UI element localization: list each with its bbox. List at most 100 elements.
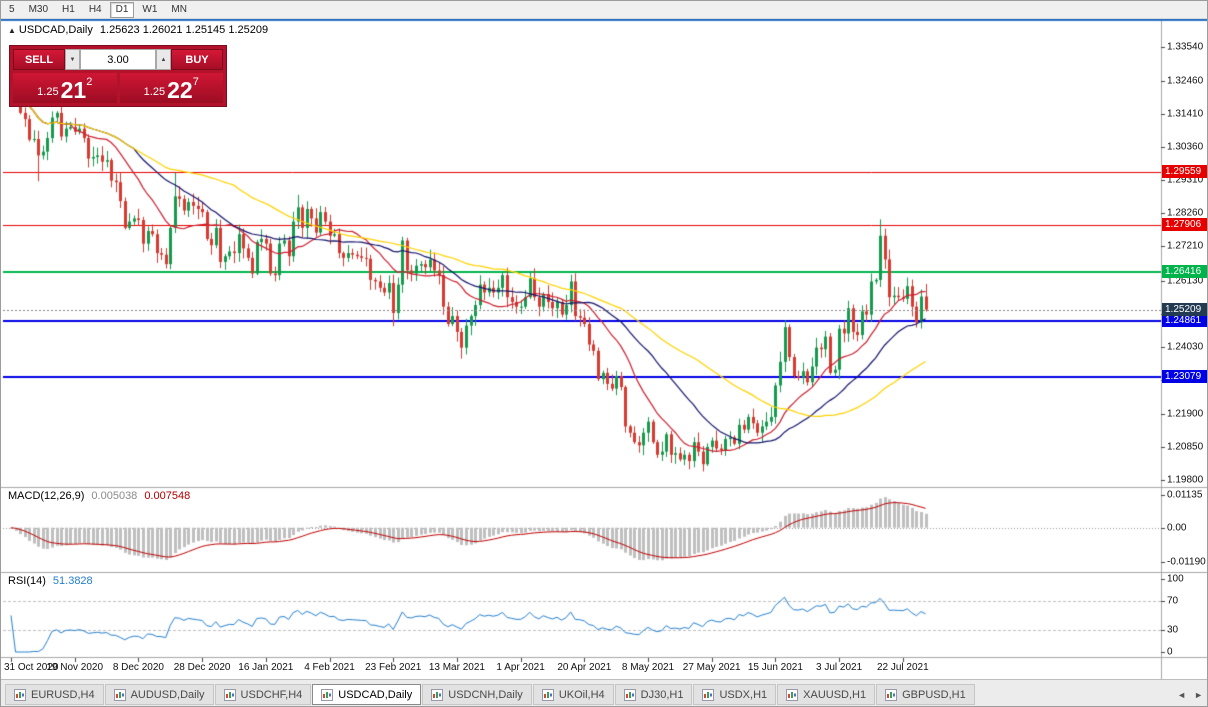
chart-tab-usdchf-h4[interactable]: USDCHF,H4 bbox=[214, 684, 312, 705]
date-axis-label: 16 Jan 2021 bbox=[238, 662, 294, 673]
chart-collapse-icon[interactable]: ▲ bbox=[8, 26, 16, 35]
date-axis-label: 3 Jul 2021 bbox=[816, 662, 863, 673]
chart-tab-label: AUDUSD,Daily bbox=[130, 688, 205, 701]
date-axis-label: 4 Feb 2021 bbox=[304, 662, 355, 673]
price-axis-label: 1.19800 bbox=[1167, 474, 1204, 486]
macd-main-value: 0.005038 bbox=[91, 490, 138, 502]
price-axis-label: 1.32460 bbox=[1167, 75, 1204, 87]
buy-button[interactable]: BUY bbox=[171, 49, 223, 70]
chart-tab-usdcad-daily[interactable]: USDCAD,Daily bbox=[312, 684, 422, 705]
date-axis-label: 15 Jun 2021 bbox=[747, 662, 803, 673]
macd-signal-value: 0.007548 bbox=[144, 490, 191, 502]
chart-tab-label: USDCAD,Daily bbox=[338, 688, 413, 701]
rsi-axis-label: 70 bbox=[1167, 595, 1179, 607]
chart-ohlc-values: 1.25623 1.26021 1.25145 1.25209 bbox=[99, 24, 269, 36]
date-axis-label: 19 Nov 2020 bbox=[46, 662, 104, 673]
date-axis-label: 8 Dec 2020 bbox=[112, 662, 164, 673]
chart-tab-label: GBPUSD,H1 bbox=[902, 688, 966, 701]
chart-tab-xauusd-h1[interactable]: XAUUSD,H1 bbox=[777, 684, 876, 705]
ask-price-big: 22 bbox=[167, 77, 193, 103]
price-axis-label: 1.33540 bbox=[1167, 41, 1204, 53]
bid-price-sup: 2 bbox=[86, 76, 93, 88]
chart-tab-label: UKOil,H4 bbox=[558, 688, 605, 701]
chart-tab-icon bbox=[541, 688, 554, 701]
price-axis-label: 1.20850 bbox=[1167, 441, 1204, 453]
chart-tab-icon bbox=[14, 688, 26, 701]
timeframe-button-w1[interactable]: W1 bbox=[142, 3, 158, 15]
date-axis-label: 27 May 2021 bbox=[682, 662, 741, 673]
price-axis-label: 1.21900 bbox=[1167, 408, 1204, 420]
timeframe-button-mn[interactable]: MN bbox=[171, 3, 187, 15]
chart-symbol-label: USDCAD,Daily bbox=[18, 24, 93, 36]
chart-tab-ukoil-h4[interactable]: UKOil,H4 bbox=[532, 684, 614, 705]
date-axis-label: 23 Feb 2021 bbox=[365, 662, 422, 673]
hline-price-tag[interactable]: 1.23079 bbox=[1162, 369, 1207, 383]
price-axis-label: 1.31410 bbox=[1167, 108, 1204, 120]
bid-price-big: 21 bbox=[60, 77, 87, 103]
sell-button[interactable]: SELL bbox=[13, 49, 65, 70]
rsi-axis-label: 0 bbox=[1167, 646, 1173, 658]
chart-tab-dj30-h1[interactable]: DJ30,H1 bbox=[614, 684, 693, 705]
rsi-name: RSI(14) bbox=[8, 575, 46, 587]
tab-scroll-right-button[interactable]: ► bbox=[1194, 690, 1203, 700]
hline-price-tag[interactable]: 1.24861 bbox=[1162, 313, 1207, 327]
date-axis-label: 20 Apr 2021 bbox=[557, 662, 612, 673]
macd-axis-label: -0.01190 bbox=[1167, 556, 1206, 568]
tab-scroll-left-button[interactable]: ◄ bbox=[1177, 690, 1187, 700]
date-axis-label: 22 Jul 2021 bbox=[876, 662, 929, 673]
chart-tab-label: USDX,H1 bbox=[719, 688, 768, 701]
hline-price-tag[interactable]: 1.26416 bbox=[1162, 264, 1207, 278]
macd-name: MACD(12,26,9) bbox=[8, 490, 85, 502]
volume-input[interactable] bbox=[80, 49, 156, 70]
rsi-indicator-label: RSI(14) 51.3828 bbox=[8, 575, 93, 587]
price-axis-label: 1.29310 bbox=[1167, 174, 1204, 186]
chart-tabs: EURUSD,H4 AUDUSD,Daily USDCHF,H4 USDCAD,Dai… bbox=[5, 684, 976, 705]
rsi-axis-label: 100 bbox=[1167, 573, 1184, 585]
chart-tab-label: EURUSD,H4 bbox=[31, 688, 95, 701]
timeframe-button-h1[interactable]: H1 bbox=[62, 3, 75, 15]
ask-price-display[interactable]: 1.25 22 7 bbox=[119, 73, 223, 103]
volume-increase-button[interactable]: ▲ bbox=[156, 49, 171, 70]
chart-tab-icon bbox=[223, 688, 236, 701]
rsi-axis-label: 30 bbox=[1167, 624, 1179, 636]
date-axis-label: 31 Oct 2020 bbox=[4, 662, 59, 673]
macd-indicator-label: MACD(12,26,9) 0.005038 0.007548 bbox=[8, 490, 190, 502]
date-axis-label: 28 Dec 2020 bbox=[173, 662, 231, 673]
price-axis-label: 1.26130 bbox=[1167, 275, 1204, 287]
timeframe-button-m30[interactable]: M30 bbox=[28, 3, 49, 15]
chart-canvas[interactable] bbox=[1, 19, 1207, 679]
chart-tab-icon bbox=[702, 688, 715, 701]
price-axis-label: 1.30360 bbox=[1167, 141, 1204, 153]
rsi-value: 51.3828 bbox=[52, 575, 93, 587]
bid-price-display[interactable]: 1.25 21 2 bbox=[13, 73, 117, 103]
date-axis-label: 8 May 2021 bbox=[621, 662, 675, 673]
chart-tab-icon bbox=[113, 688, 126, 701]
timeframe-button-d1[interactable]: D1 bbox=[109, 1, 135, 18]
timeframe-toolbar: 5 M30 H1 H4 D1 W1 MN bbox=[1, 1, 1207, 19]
chart-tab-gbpusd-h1[interactable]: GBPUSD,H1 bbox=[876, 684, 975, 705]
volume-decrease-button[interactable]: ▼ bbox=[65, 49, 80, 70]
chart-tab-icon bbox=[321, 688, 334, 701]
chart-tab-audusd-daily[interactable]: AUDUSD,Daily bbox=[104, 684, 214, 705]
chart-tab-usdcnh-daily[interactable]: USDCNH,Daily bbox=[422, 684, 532, 705]
chart-tab-label: XAUUSD,H1 bbox=[803, 688, 867, 701]
chart-tab-icon bbox=[885, 688, 898, 701]
price-axis-label: 1.28260 bbox=[1167, 207, 1204, 219]
chart-tab-label: USDCNH,Daily bbox=[448, 688, 523, 701]
chart-tab-label: USDCHF,H4 bbox=[240, 688, 303, 701]
chart-title: ▲ USDCAD,Daily 1.25623 1.26021 1.25145 1.2… bbox=[8, 24, 268, 36]
timeframe-button-h4[interactable]: H4 bbox=[88, 3, 102, 15]
hline-price-tag[interactable]: 1.29559 bbox=[1162, 165, 1207, 179]
trade-prices-row: 1.25 21 2 1.25 22 7 bbox=[13, 73, 223, 103]
chart-tab-eurusd-h4[interactable]: EURUSD,H4 bbox=[5, 684, 104, 705]
ask-price-prefix: 1.25 bbox=[143, 86, 166, 98]
chart-tab-usdx-h1[interactable]: USDX,H1 bbox=[693, 684, 777, 705]
timeframe-button-5[interactable]: 5 bbox=[9, 3, 15, 15]
price-axis-label: 1.27210 bbox=[1167, 240, 1204, 252]
chart-tab-icon bbox=[431, 688, 444, 701]
chart-tab-label: DJ30,H1 bbox=[640, 688, 684, 701]
hline-price-tag[interactable]: 1.27906 bbox=[1162, 217, 1207, 231]
date-axis-label: 13 Mar 2021 bbox=[428, 662, 485, 673]
